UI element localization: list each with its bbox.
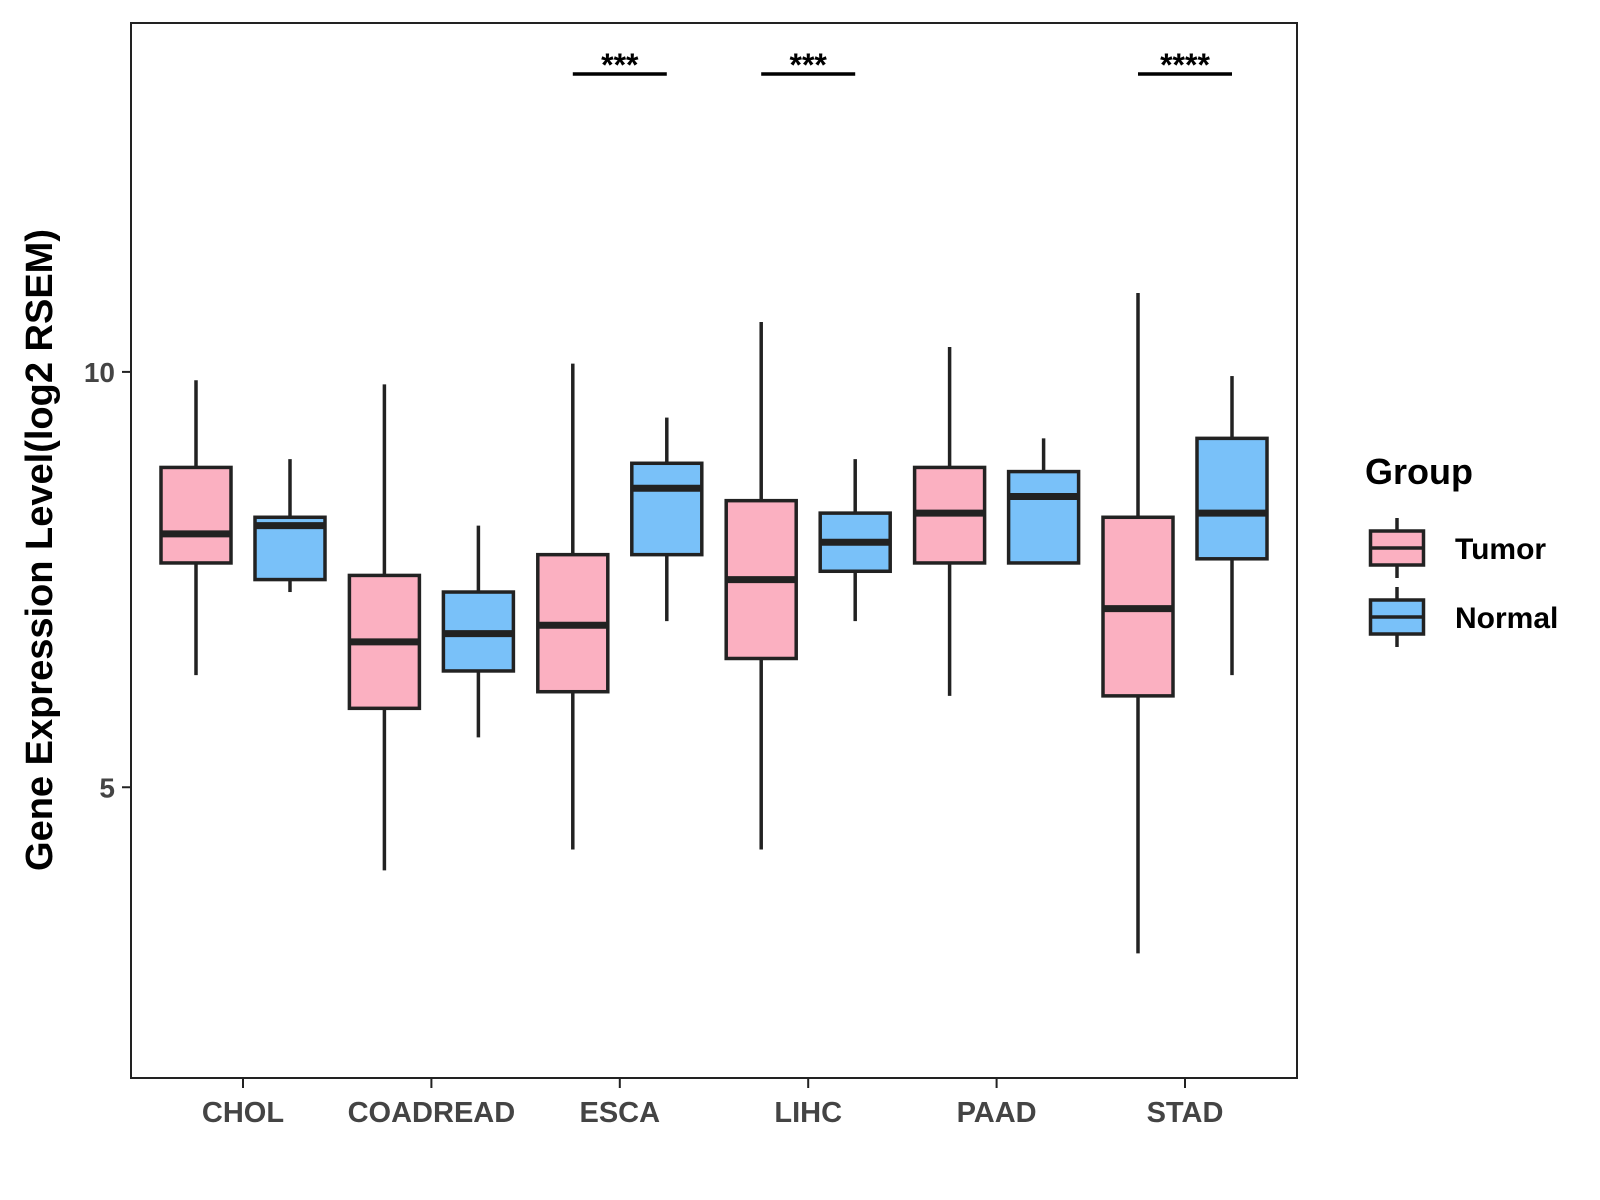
x-tick-label-coadread: COADREAD bbox=[348, 1097, 516, 1129]
box-body bbox=[1195, 436, 1269, 561]
legend: Group Tumor Normal bbox=[1365, 451, 1558, 647]
significance-label: **** bbox=[1160, 47, 1210, 83]
significance-esca: *** bbox=[572, 47, 667, 83]
x-tick-label-chol: CHOL bbox=[202, 1097, 284, 1129]
box-layer bbox=[159, 292, 1269, 954]
box-coadread-normal bbox=[441, 525, 516, 738]
legend-item-tumor: Tumor bbox=[1368, 518, 1546, 578]
box-body bbox=[630, 461, 704, 557]
legend-title: Group bbox=[1365, 451, 1473, 492]
box-paad-normal bbox=[1006, 438, 1081, 565]
box-lihc-normal bbox=[818, 459, 892, 622]
box-body bbox=[1006, 469, 1081, 565]
box-stad-tumor bbox=[1101, 292, 1175, 954]
box-stad-normal bbox=[1195, 376, 1269, 676]
box-body bbox=[159, 465, 233, 565]
y-tick-label-10: 10 bbox=[84, 357, 115, 388]
significance-lihc: *** bbox=[761, 47, 856, 83]
x-tick-label-paad: PAAD bbox=[957, 1097, 1037, 1129]
box-lihc-tumor bbox=[724, 322, 798, 850]
legend-item-normal: Normal bbox=[1368, 587, 1558, 647]
legend-label-normal: Normal bbox=[1455, 602, 1558, 635]
box-esca-normal bbox=[630, 417, 704, 622]
legend-label-tumor: Tumor bbox=[1455, 533, 1546, 566]
y-axis-label: Gene Expression Level(log2 RSEM) bbox=[19, 229, 61, 871]
box-coadread-tumor bbox=[347, 384, 422, 871]
x-tick-label-stad: STAD bbox=[1147, 1097, 1224, 1129]
x-tick-label-esca: ESCA bbox=[580, 1097, 661, 1129]
x-tick-label-lihc: LIHC bbox=[774, 1097, 842, 1129]
significance-stad: **** bbox=[1138, 47, 1232, 83]
box-paad-tumor bbox=[912, 346, 987, 696]
y-tick-label-5: 5 bbox=[99, 772, 115, 803]
x-axis: CHOL COADREAD ESCA LIHC PAAD STAD bbox=[202, 1078, 1223, 1129]
significance-label: *** bbox=[601, 47, 639, 83]
box-esca-tumor bbox=[536, 363, 610, 850]
significance-annotations: *** *** **** bbox=[572, 47, 1232, 83]
y-axis: 5 10 bbox=[84, 357, 131, 803]
box-chol-normal bbox=[253, 459, 327, 593]
significance-label: *** bbox=[790, 47, 828, 83]
box-chol-tumor bbox=[159, 380, 233, 676]
